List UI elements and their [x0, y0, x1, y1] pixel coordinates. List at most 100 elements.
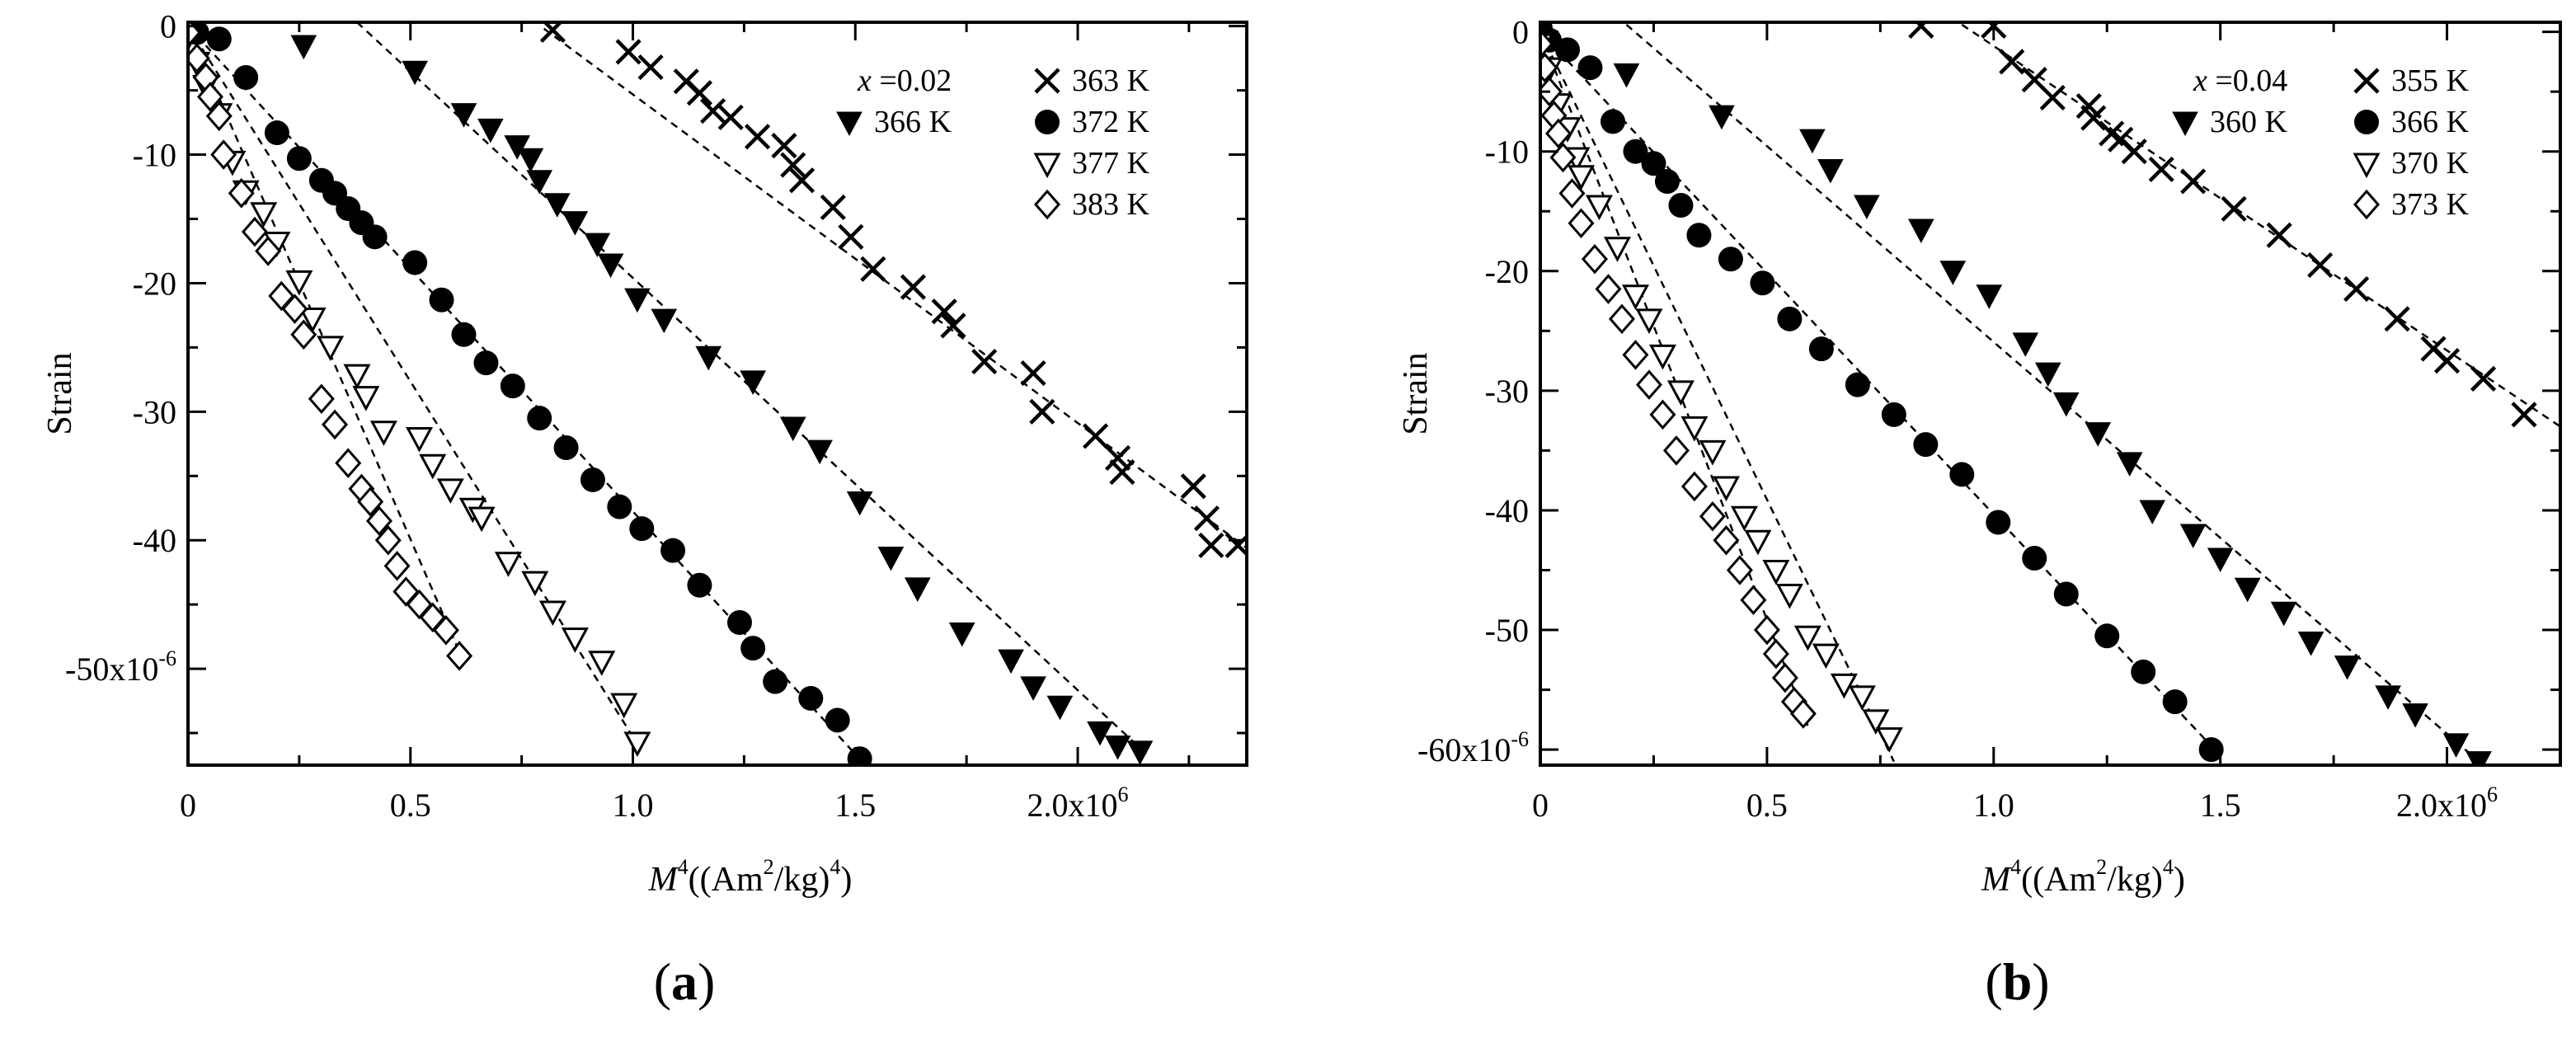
data-point [860, 256, 886, 282]
data-point [357, 486, 384, 517]
data-point [2148, 156, 2174, 183]
data-point [1668, 192, 1694, 218]
data-point [210, 139, 237, 170]
data-point [517, 148, 544, 173]
data-point [1986, 510, 2011, 535]
legend-item: 355 K [2353, 63, 2470, 98]
data-point [1621, 284, 1649, 310]
data-point [1666, 380, 1695, 406]
data-point [1913, 432, 1939, 458]
data-point [553, 435, 579, 460]
data-point [1976, 284, 2003, 309]
data-point [383, 551, 411, 581]
data-point [1845, 372, 1870, 397]
data-point [2012, 332, 2039, 357]
series-355k [1908, 22, 2537, 428]
data-point [763, 669, 788, 694]
legend-label: 373 K [2391, 187, 2470, 222]
fit-line-366k [356, 22, 1150, 758]
fit-line-363k [543, 27, 1247, 549]
legend-marker [2353, 189, 2380, 220]
series-360k [1613, 63, 2492, 765]
y-tick-label: -30 [133, 393, 176, 430]
data-point [281, 294, 308, 324]
data-point [780, 152, 806, 178]
data-point [2442, 733, 2470, 758]
data-point [2266, 222, 2292, 248]
data-point [2094, 623, 2120, 649]
data-point [543, 193, 571, 218]
data-point [900, 274, 926, 300]
data-point [771, 133, 797, 159]
y-tick-label: 0 [160, 8, 176, 45]
data-point [2179, 524, 2207, 549]
data-point [1020, 359, 1046, 387]
data-point [406, 589, 433, 620]
data-point [1193, 505, 1220, 532]
series-373k [1540, 28, 1817, 729]
data-point [1046, 695, 1074, 721]
data-point [322, 409, 349, 440]
data-point [2402, 703, 2428, 728]
data-point [2039, 84, 2066, 110]
legend-label: 383 K [1072, 187, 1150, 222]
data-point [1726, 555, 1753, 585]
data-point [500, 374, 525, 399]
data-point [1082, 423, 1109, 449]
x-tick-label: 0.5 [390, 787, 431, 824]
data-point [1854, 195, 1880, 220]
legend-label: 355 K [2391, 63, 2470, 98]
data-point [343, 364, 371, 390]
data-point [1554, 37, 1580, 63]
data-point [838, 223, 864, 250]
data-point [286, 146, 312, 171]
data-point [241, 216, 268, 247]
data-point [233, 65, 259, 91]
data-point [971, 348, 998, 375]
data-point [1712, 476, 1740, 502]
data-point [1198, 532, 1225, 559]
data-point [2270, 601, 2297, 627]
legend-label: 366 K [874, 105, 952, 139]
data-point [188, 22, 201, 48]
data-point [2384, 306, 2410, 332]
legend-item: 366 K [2354, 105, 2470, 139]
data-point [2116, 452, 2143, 477]
data-point [2466, 751, 2492, 765]
data-point [2121, 139, 2147, 165]
y-tick-label: -60x10-6 [1417, 727, 1529, 768]
y-axis-title: Strain [1397, 352, 1435, 435]
panel-a: 0 0.5 1.0 1.5 2.0x106 0 -10 -20 -30 -40 -50x10-6 St… [41, 8, 1248, 1011]
data-point [2131, 659, 2156, 684]
x-tick-label: 1.5 [2200, 787, 2241, 824]
data-point [1812, 643, 1840, 669]
data-point [1775, 584, 1803, 609]
data-point [744, 124, 771, 150]
data-point [806, 439, 833, 465]
data-point [1662, 435, 1690, 466]
data-point [1740, 585, 1767, 616]
data-point [1762, 560, 1790, 585]
data-point [2343, 275, 2370, 303]
data-point [624, 288, 651, 313]
data-point [584, 233, 611, 258]
legend-item: 366 K [836, 105, 952, 139]
data-point [1777, 306, 1803, 331]
y-tick-label: -40 [1485, 492, 1529, 529]
legend-marker [1033, 153, 1061, 179]
data-point [1540, 52, 1558, 83]
axis-frame [186, 21, 1248, 767]
data-point [335, 448, 362, 478]
data-point [1709, 105, 1735, 130]
data-point [726, 609, 752, 635]
data-point [1681, 471, 1708, 502]
data-point [610, 693, 638, 719]
data-point [419, 453, 447, 480]
legend-item: 373 K [2353, 187, 2470, 222]
data-point [1713, 524, 1740, 556]
data-point [429, 287, 454, 312]
data-point [2180, 168, 2207, 195]
data-point [2221, 195, 2247, 222]
data-point [255, 236, 282, 266]
data-point [2198, 737, 2224, 763]
